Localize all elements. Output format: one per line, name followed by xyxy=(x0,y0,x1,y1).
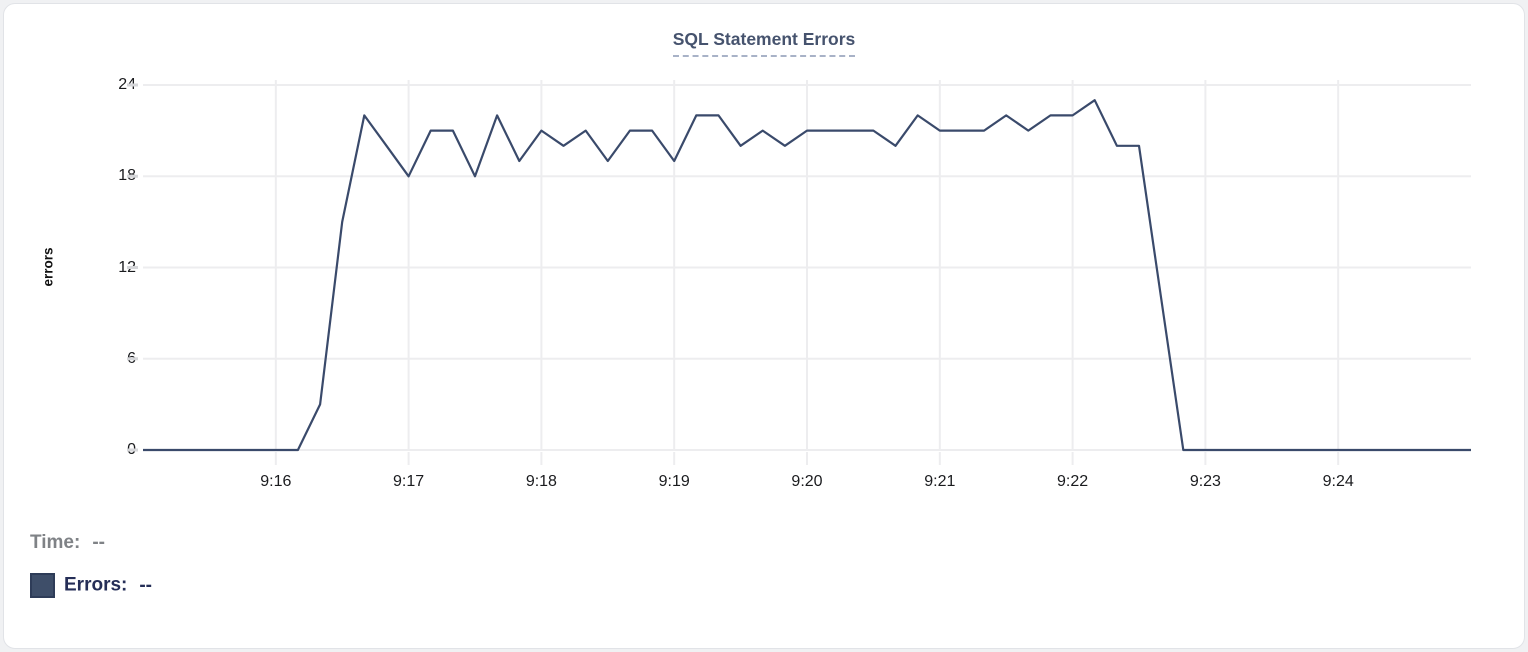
x-tick-920: 9:20 xyxy=(791,473,823,490)
tooltip-time-label: Time: xyxy=(30,532,81,553)
x-tick-916: 9:16 xyxy=(260,473,292,490)
y-tick-24: 24 xyxy=(118,76,136,93)
y-tick-6: 6 xyxy=(66,348,136,370)
tooltip-time-value: -- xyxy=(92,532,105,553)
x-tick-919: 9:19 xyxy=(658,473,690,490)
x-tick-917: 9:17 xyxy=(393,473,425,490)
errors-series-line[interactable] xyxy=(143,99,1471,452)
errors-line-chart[interactable] xyxy=(127,80,1471,472)
x-tick-918: 9:18 xyxy=(525,473,557,490)
chart-title[interactable]: SQL Statement Errors xyxy=(672,29,856,57)
legend-errors-label: Errors: xyxy=(64,574,128,596)
x-tick-922: 9:22 xyxy=(1057,473,1089,490)
chart-card: SQL Statement Errors errors 0 6 12 18 24 9:1… xyxy=(3,3,1525,649)
x-tick-923: 9:23 xyxy=(1189,473,1221,490)
y-tick-18: 18 xyxy=(118,167,136,185)
x-tick-924: 9:24 xyxy=(1322,473,1354,490)
legend-errors-value: -- xyxy=(139,574,153,596)
y-tick-12: 12 xyxy=(118,258,136,276)
legend-errors-row[interactable]: Errors: -- xyxy=(30,573,152,598)
chart-header: SQL Statement Errors xyxy=(4,4,1524,57)
errors-series-swatch xyxy=(30,573,55,598)
x-tick-921: 9:21 xyxy=(924,473,956,490)
tooltip-time-row: Time: -- xyxy=(30,532,105,554)
y-tick-0: 0 xyxy=(66,439,136,461)
y-axis-label: errors xyxy=(40,247,56,287)
